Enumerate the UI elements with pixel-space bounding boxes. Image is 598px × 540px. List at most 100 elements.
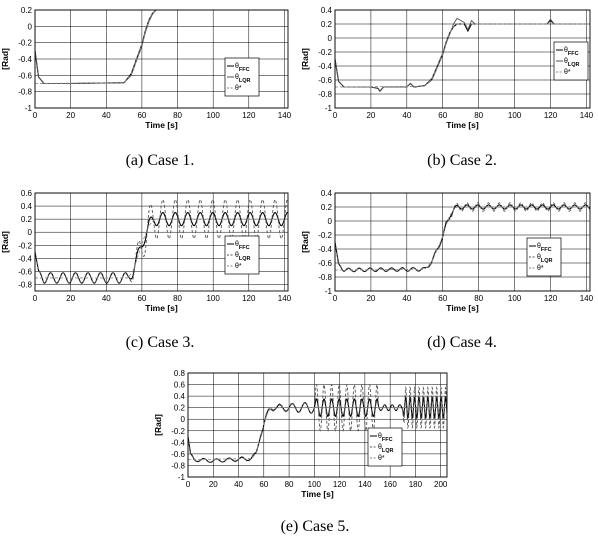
x-tick-label: 60 xyxy=(137,111,146,120)
panel-caption: (a) Case 1. xyxy=(126,152,195,169)
y-tick-label: -1 xyxy=(325,287,333,296)
x-tick-label: 140 xyxy=(358,480,372,489)
chart-panel-5: 0 20 40 60 80 100 120 140 160 180 200 -1 -0.8 -0.6 -0.… xyxy=(153,369,448,535)
legend-entry: θLQR xyxy=(235,74,251,84)
x-axis-label: Time [s] xyxy=(446,120,479,130)
y-tick-label: 0 xyxy=(328,34,333,43)
y-tick-label: -0.8 xyxy=(18,88,32,97)
x-tick-label: 140 xyxy=(580,294,594,303)
x-tick-label: 200 xyxy=(434,480,448,489)
plot-area xyxy=(335,10,590,108)
legend-box xyxy=(224,235,260,275)
y-axis-label: [Rad] xyxy=(153,414,163,436)
legend-box xyxy=(224,57,260,97)
x-tick-label: 120 xyxy=(544,111,558,120)
panel-caption: (d) Case 4. xyxy=(427,334,497,351)
y-tick-label: -0.6 xyxy=(18,71,32,80)
x-tick-label: 60 xyxy=(259,480,268,489)
x-tick-label: 100 xyxy=(308,480,322,489)
chart-panel-3: 0 20 40 60 80 100 120 140 -0.8 -0.6 -0.4 -0.2 0 0.2 0.… xyxy=(0,189,292,351)
y-axis-label: [Rad] xyxy=(0,231,10,253)
x-tick-label: 80 xyxy=(285,480,294,489)
x-axis-label: Time [s] xyxy=(145,120,178,130)
y-tick-label: 0.6 xyxy=(174,381,186,390)
legend-entry: θ* xyxy=(378,455,385,462)
x-tick-label: 20 xyxy=(66,294,75,303)
series-line-3 xyxy=(335,206,590,271)
x-tick-label: 80 xyxy=(474,111,483,120)
y-tick-label: -0.4 xyxy=(18,55,32,64)
x-tick-label: 0 xyxy=(333,111,338,120)
x-tick-label: 40 xyxy=(402,294,411,303)
x-tick-label: 60 xyxy=(137,294,146,303)
legend-entry: θLQR xyxy=(537,254,553,264)
x-tick-label: 160 xyxy=(383,480,397,489)
x-tick-label: 100 xyxy=(206,294,220,303)
y-tick-label: -0.4 xyxy=(18,254,32,263)
y-tick-label: -0.8 xyxy=(318,273,332,282)
y-tick-label: -1 xyxy=(25,104,33,113)
x-tick-label: 40 xyxy=(402,111,411,120)
series-line-1 xyxy=(335,204,590,273)
x-tick-label: 20 xyxy=(66,111,75,120)
panel-caption: (c) Case 3. xyxy=(126,334,195,351)
y-tick-label: -0.6 xyxy=(171,450,185,459)
plot-frame xyxy=(187,372,448,478)
panel-caption: (b) Case 2. xyxy=(427,152,497,169)
x-tick-label: 0 xyxy=(33,111,38,120)
x-tick-label: 140 xyxy=(580,111,594,120)
x-tick-label: 120 xyxy=(242,294,256,303)
y-tick-label: 0 xyxy=(28,228,33,237)
x-tick-label: 0 xyxy=(33,294,38,303)
y-tick-label: -0.4 xyxy=(318,245,332,254)
y-tick-label: 0.2 xyxy=(321,203,333,212)
legend-entry: θLQR xyxy=(378,444,394,454)
y-tick-label: 0.2 xyxy=(174,404,186,413)
x-tick-label: 120 xyxy=(333,480,347,489)
plot-frame xyxy=(34,9,289,109)
series-line-1 xyxy=(35,212,288,284)
y-tick-label: -0.2 xyxy=(18,241,32,250)
plot-frame xyxy=(334,192,591,292)
x-tick-label: 60 xyxy=(438,294,447,303)
y-tick-label: -0.4 xyxy=(171,438,185,447)
y-tick-label: -0.8 xyxy=(171,461,185,470)
chart-panel-2: 0 20 40 60 80 100 120 140 -1 -0.8 -0.6 -0.4 -0.2 0 0.2… xyxy=(300,6,594,169)
y-tick-label: -0.2 xyxy=(18,39,32,48)
x-tick-label: 100 xyxy=(206,111,220,120)
x-tick-label: 40 xyxy=(102,294,111,303)
plot-frame xyxy=(34,192,289,292)
y-tick-label: -1 xyxy=(325,104,333,113)
legend-entry: θFFC xyxy=(235,241,250,251)
x-axis-label: Time [s] xyxy=(446,303,479,313)
legend-entry: θFFC xyxy=(378,433,393,443)
y-tick-label: 0 xyxy=(328,217,333,226)
legend-entry: θ* xyxy=(235,263,242,270)
series-line-3 xyxy=(188,407,447,461)
y-tick-label: 0.2 xyxy=(21,215,33,224)
x-tick-label: 20 xyxy=(366,111,375,120)
x-tick-label: 140 xyxy=(278,294,292,303)
x-axis-label: Time [s] xyxy=(301,489,334,499)
y-tick-label: -0.6 xyxy=(18,267,32,276)
y-tick-label: -0.4 xyxy=(318,62,332,71)
y-axis-label: [Rad] xyxy=(300,48,310,70)
series-line-2 xyxy=(35,10,288,84)
legend-entry: θLQR xyxy=(235,252,251,262)
x-tick-label: 0 xyxy=(186,480,191,489)
y-tick-label: -0.2 xyxy=(318,231,332,240)
x-tick-label: 20 xyxy=(209,480,218,489)
chart-panel-4: 0 20 40 60 80 100 120 140 -1 -0.8 -0.6 -0.4 -0.2 0 0.2… xyxy=(300,189,594,351)
x-tick-label: 80 xyxy=(173,294,182,303)
x-tick-label: 140 xyxy=(278,111,292,120)
series-line-2 xyxy=(35,198,288,284)
y-tick-label: -0.2 xyxy=(171,427,185,436)
x-tick-label: 100 xyxy=(508,111,522,120)
legend-entry: θFFC xyxy=(564,47,579,57)
y-tick-label: 0.2 xyxy=(21,6,33,15)
x-tick-label: 80 xyxy=(474,294,483,303)
